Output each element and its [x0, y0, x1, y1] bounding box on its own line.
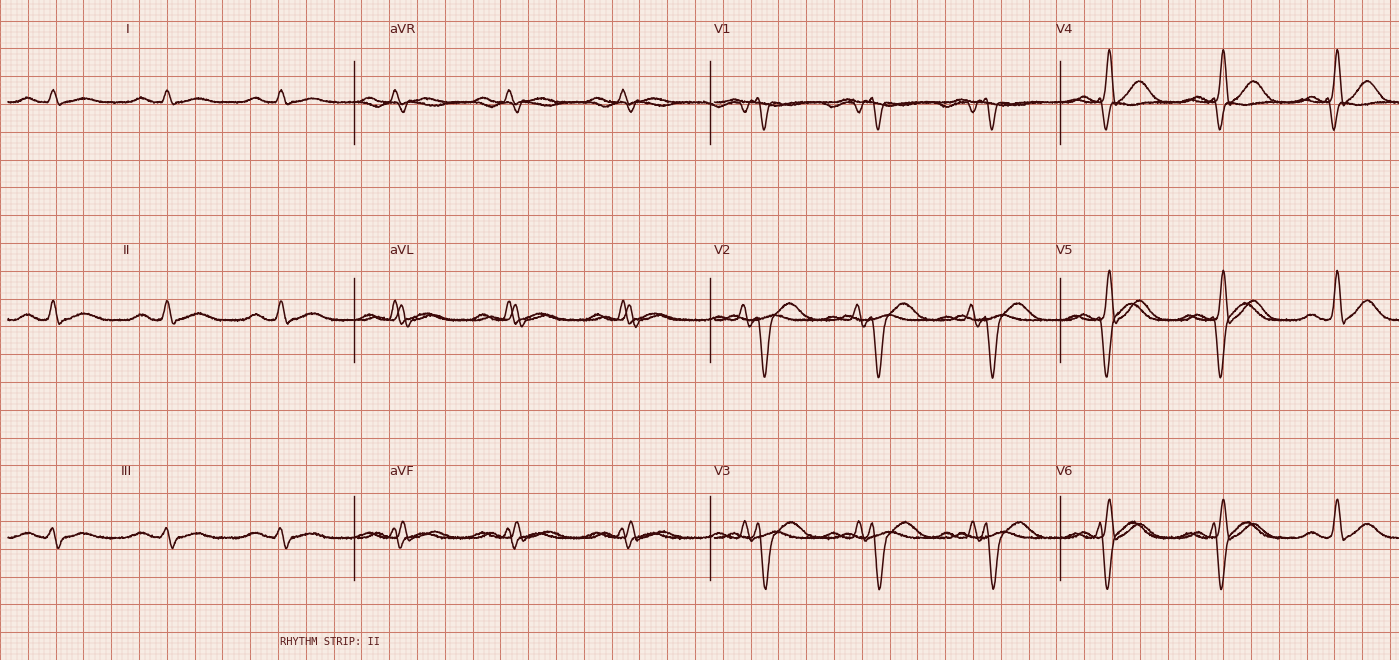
Text: aVL: aVL	[389, 244, 414, 257]
Text: V3: V3	[713, 465, 732, 478]
Text: I: I	[126, 23, 130, 36]
Text: V1: V1	[713, 23, 732, 36]
Text: V6: V6	[1056, 465, 1074, 478]
Text: aVF: aVF	[389, 465, 414, 478]
Text: RHYTHM STRIP: II: RHYTHM STRIP: II	[280, 638, 379, 647]
Text: V5: V5	[1056, 244, 1074, 257]
Text: aVR: aVR	[389, 23, 416, 36]
Text: III: III	[120, 465, 132, 478]
Text: V2: V2	[713, 244, 732, 257]
Text: II: II	[123, 244, 130, 257]
Text: V4: V4	[1056, 23, 1074, 36]
